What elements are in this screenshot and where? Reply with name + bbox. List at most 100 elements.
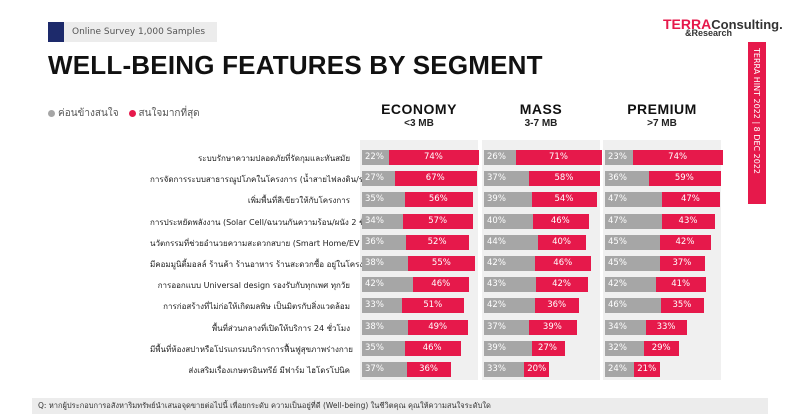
bar-most-label: 71%	[549, 152, 568, 162]
bar-most-label: 74%	[668, 152, 688, 162]
bar-somewhat: 23%	[605, 150, 634, 165]
segment-subtitle: 3-7 MB	[524, 118, 558, 129]
bar-somewhat: 42%	[484, 298, 536, 314]
bar-somewhat: 39%	[484, 340, 532, 356]
bar-somewhat: 26%	[484, 150, 516, 165]
page-title: WELL-BEING FEATURES BY SEGMENT	[48, 50, 543, 80]
bar-somewhat-label: 23%	[608, 152, 627, 162]
bar-most: 46%	[413, 277, 470, 293]
bar-somewhat: 36%	[605, 171, 649, 187]
bar-somewhat-label: 35%	[365, 194, 384, 205]
bar-most-label: 40%	[552, 236, 571, 247]
bar-most: 74%	[388, 150, 480, 165]
bar-somewhat-label: 46%	[608, 300, 627, 311]
bar-most: 29%	[644, 340, 680, 356]
bar-somewhat-label: 45%	[608, 258, 627, 268]
bar-somewhat: 40%	[484, 213, 533, 229]
bar-somewhat: 27%	[362, 171, 395, 187]
bar-somewhat-label: 37%	[365, 364, 384, 374]
bar-somewhat-label: 39%	[487, 194, 506, 205]
bar-somewhat-label: 38%	[365, 321, 384, 332]
bar-most-label: 42%	[675, 236, 695, 247]
bar-somewhat: 47%	[605, 192, 663, 208]
side-band	[748, 42, 766, 204]
legend-label-most: สนใจมากที่สุด	[138, 108, 200, 119]
bar-most: 35%	[661, 298, 704, 314]
bar-somewhat: 34%	[362, 213, 404, 229]
bar-most-label: 42%	[552, 279, 571, 290]
bar-most-label: 74%	[423, 152, 443, 162]
bar-somewhat-label: 33%	[487, 364, 506, 374]
bar-most: 41%	[656, 277, 707, 293]
bar-most-label: 54%	[554, 194, 574, 205]
bar-most-label: 46%	[431, 279, 451, 290]
bar-most: 37%	[659, 256, 706, 271]
footer-question: Q: หากผู้ประกอบการอสังหาริมทรัพย์นำเสนอจ…	[32, 398, 768, 414]
bar-most: 46%	[404, 340, 461, 356]
bar-most-label: 51%	[423, 300, 443, 311]
bar-somewhat-label: 45%	[608, 236, 627, 247]
bar-most: 36%	[535, 298, 580, 314]
bar-somewhat: 36%	[362, 234, 406, 250]
bar-somewhat: 24%	[605, 362, 635, 377]
bar-somewhat: 47%	[605, 213, 663, 229]
bar-most: 42%	[536, 277, 588, 293]
segment-name: ECONOMY	[381, 101, 457, 117]
bar-somewhat: 45%	[605, 234, 660, 250]
bar-most: 54%	[531, 192, 598, 208]
bar-most: 46%	[532, 213, 589, 229]
bar-most-label: 20%	[527, 364, 547, 374]
bar-somewhat: 42%	[484, 256, 536, 271]
bar-somewhat: 37%	[484, 171, 530, 187]
segment-name: PREMIUM	[627, 101, 697, 117]
category-label: การประหยัดพลังงาน (Solar Cell/ฉนวนกันควา…	[150, 217, 373, 227]
bar-somewhat: 43%	[484, 277, 537, 293]
bar-somewhat-label: 27%	[365, 173, 384, 184]
category-label: การออกแบบ Universal design รองรับกับทุกเ…	[157, 281, 350, 291]
legend-dot-grey-icon	[48, 110, 55, 117]
bar-most-label: 41%	[671, 279, 691, 290]
bar-most: 43%	[662, 213, 715, 229]
bar-most: 40%	[537, 234, 587, 250]
bar-most: 71%	[515, 150, 603, 165]
bar-somewhat-label: 47%	[608, 194, 627, 205]
bar-somewhat-label: 36%	[608, 173, 627, 184]
segment-header-economy: ECONOMY <3 MB	[360, 101, 478, 129]
category-label: พื้นที่ส่วนกลางที่เปิดให้บริการ 24 ชั่วโ…	[211, 323, 350, 333]
bar-most: 52%	[405, 234, 470, 250]
bar-somewhat: 39%	[484, 192, 532, 208]
bar-most-label: 52%	[427, 236, 447, 247]
bar-most-label: 67%	[425, 173, 445, 184]
bar-most-label: 47%	[680, 194, 700, 205]
survey-square-icon	[48, 22, 64, 42]
bar-most-label: 57%	[428, 215, 448, 226]
logo-terra: TERRA	[663, 16, 712, 32]
bar-most: 59%	[648, 171, 721, 187]
bar-somewhat-label: 26%	[487, 152, 506, 162]
category-label: การก่อสร้างที่ไม่ก่อให้เกิดมลพิษ เป็นมิต…	[163, 302, 350, 312]
bar-most: 55%	[408, 256, 476, 271]
bar-most-label: 39%	[542, 321, 562, 332]
bar-somewhat: 44%	[484, 234, 538, 250]
legend-label-somewhat: ค่อนข้างสนใจ	[58, 108, 119, 119]
bar-somewhat: 35%	[362, 340, 405, 356]
bar-most: 42%	[659, 234, 712, 250]
bar-most: 39%	[529, 319, 577, 335]
bar-somewhat-label: 47%	[608, 215, 627, 226]
bar-somewhat-label: 42%	[487, 258, 506, 268]
bar-most-label: 27%	[538, 342, 557, 353]
survey-label: Online Survey 1,000 Samples	[72, 27, 206, 37]
bar-most: 27%	[531, 340, 565, 356]
side-band-text: TERRA HINT 2022 | 8 DEC 2022	[752, 48, 761, 175]
bar-somewhat-label: 33%	[365, 300, 384, 311]
category-label: มีคอมมูนิตี้มอลล์ ร้านค้า ร้านอาหาร ร้าน…	[150, 260, 377, 269]
bar-most-label: 21%	[637, 364, 657, 374]
segment-header-premium: PREMIUM >7 MB	[603, 101, 721, 129]
category-label: นวัตกรรมที่ช่วยอำนวยความสะดวกสบาย (Smart…	[150, 238, 398, 248]
bar-somewhat-label: 32%	[608, 342, 627, 353]
bar-most-label: 56%	[428, 194, 448, 205]
bar-most: 57%	[403, 213, 473, 229]
bar-somewhat-label: 34%	[608, 321, 627, 332]
bar-most-label: 46%	[553, 258, 573, 268]
bar-most: 56%	[404, 192, 473, 208]
